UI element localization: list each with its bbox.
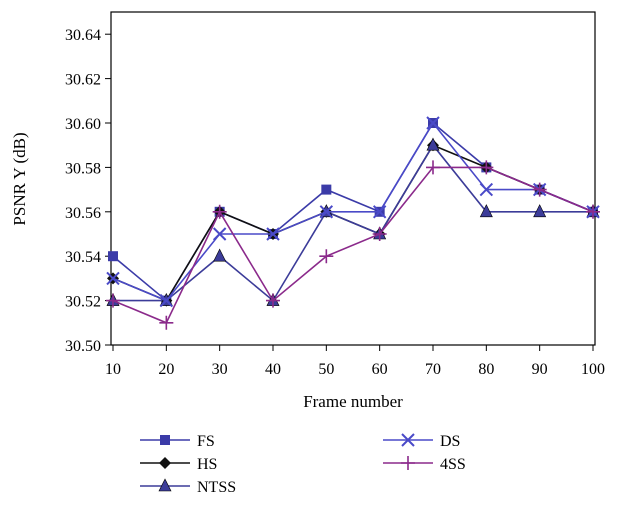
data-point-ntss bbox=[426, 137, 440, 151]
legend-item-ds: DS bbox=[383, 433, 460, 450]
x-tick-label: 80 bbox=[478, 361, 494, 378]
series-line-4ss bbox=[112, 166, 594, 324]
data-point-ntss bbox=[479, 204, 493, 218]
legend-label-4ss: 4SS bbox=[440, 456, 466, 473]
data-point-4ss bbox=[159, 315, 174, 330]
legend-marker-hs bbox=[159, 457, 171, 469]
x-tick-label: 10 bbox=[105, 361, 121, 378]
legend-marker-ds bbox=[401, 433, 415, 447]
x-tick-label: 90 bbox=[532, 361, 548, 378]
legend-item-4ss: 4SS bbox=[383, 456, 466, 473]
y-tick-label: 30.52 bbox=[65, 294, 101, 311]
series-4ss bbox=[106, 160, 600, 330]
x-axis: 10 20 30 40 50 60 70 80 90 100 bbox=[105, 345, 605, 378]
legend-marker-4ss bbox=[401, 456, 415, 470]
data-point-ntss bbox=[213, 248, 227, 262]
data-point-4ss bbox=[212, 204, 227, 219]
x-tick-label: 100 bbox=[581, 361, 605, 378]
data-point-ds bbox=[266, 227, 280, 241]
legend-item-hs: HS bbox=[140, 456, 217, 473]
y-tick-label: 30.56 bbox=[65, 205, 101, 222]
data-point-4ss bbox=[586, 204, 600, 219]
data-point-ds bbox=[159, 293, 174, 308]
x-tick-label: 70 bbox=[425, 361, 441, 378]
legend-label-fs: FS bbox=[197, 433, 215, 450]
legend-item-ntss: NTSS bbox=[140, 478, 236, 496]
x-tick-label: 40 bbox=[265, 361, 281, 378]
data-point-4ss bbox=[532, 182, 547, 197]
series-ntss bbox=[106, 137, 600, 306]
data-point-ds bbox=[319, 205, 334, 219]
data-point-4ss bbox=[479, 160, 494, 175]
y-tick-label: 30.62 bbox=[65, 72, 101, 89]
series-layer bbox=[106, 116, 600, 330]
data-point-4ss bbox=[106, 293, 120, 308]
data-point-ntss bbox=[533, 204, 547, 218]
x-tick-label: 30 bbox=[212, 361, 228, 378]
data-point-4ss bbox=[426, 160, 440, 175]
y-tick-label: 30.60 bbox=[65, 116, 101, 133]
legend-marker-ntss bbox=[158, 478, 172, 492]
legend-label-ds: DS bbox=[440, 433, 460, 450]
x-axis-label: Frame number bbox=[303, 392, 403, 411]
legend-label-ntss: NTSS bbox=[197, 479, 236, 496]
legend-marker-fs bbox=[160, 435, 170, 445]
data-point-4ss bbox=[319, 249, 334, 264]
data-point-ds bbox=[372, 205, 387, 219]
legend-item-fs: FS bbox=[140, 433, 215, 450]
y-tick-label: 30.54 bbox=[65, 249, 101, 266]
x-tick-label: 20 bbox=[158, 361, 174, 378]
data-point-4ss bbox=[372, 227, 387, 241]
legend-label-hs: HS bbox=[197, 456, 217, 473]
series-line-ntss bbox=[113, 143, 593, 302]
y-tick-label: 30.58 bbox=[65, 160, 101, 177]
data-point-fs bbox=[108, 251, 118, 262]
data-point-ds bbox=[106, 271, 120, 286]
legend: FS HS NTSS DS 4SS bbox=[140, 433, 466, 496]
y-tick-label: 30.64 bbox=[65, 27, 101, 44]
x-tick-label: 50 bbox=[318, 361, 334, 378]
plot-area-frame bbox=[110, 11, 596, 346]
data-point-ds bbox=[212, 227, 227, 241]
y-axis-label: PSNR Y (dB) bbox=[10, 132, 29, 225]
y-axis: 30.50 30.52 30.54 30.56 30.58 30.60 30.62 30.64 bbox=[65, 27, 111, 355]
data-point-ds bbox=[479, 182, 494, 197]
data-point-fs bbox=[321, 184, 332, 195]
x-tick-label: 60 bbox=[372, 361, 388, 378]
data-point-ds bbox=[426, 116, 440, 130]
y-tick-label: 30.50 bbox=[65, 338, 101, 355]
data-point-4ss bbox=[266, 293, 280, 308]
